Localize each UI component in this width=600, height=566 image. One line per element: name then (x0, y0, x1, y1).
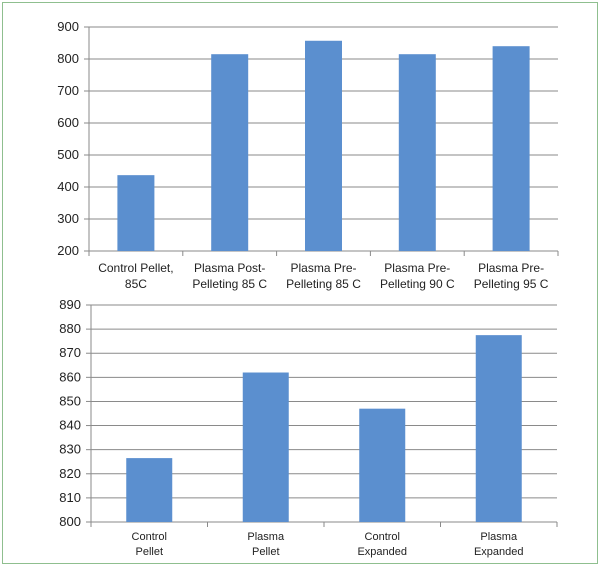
y-tick-label: 860 (59, 369, 81, 384)
y-tick-label: 820 (59, 466, 81, 481)
y-tick-label: 700 (57, 83, 79, 98)
x-tick-label: Expanded (357, 546, 407, 558)
bar (211, 54, 249, 252)
x-tick-label: 85C (125, 277, 147, 291)
chart-top: 200 300 400 500 600 700 800 900 Control Pellet, 8… (57, 19, 559, 291)
x-tick-label: Expanded (474, 546, 524, 558)
bar (492, 46, 530, 252)
x-tick-label: Plasma (247, 531, 285, 543)
bar (398, 54, 436, 252)
x-tick-label: Control (132, 531, 167, 543)
bar (305, 40, 342, 252)
y-tick-label: 830 (59, 442, 81, 457)
y-tick-label: 600 (57, 115, 79, 130)
y-tick-label: 500 (57, 147, 79, 162)
x-tick-label: Plasma Pre- (290, 261, 356, 275)
x-tick-label: Control (365, 531, 400, 543)
y-tick-label: 840 (59, 418, 81, 433)
y-tick-label: 800 (57, 51, 79, 66)
y-tick-label: 900 (57, 19, 79, 34)
bar (359, 408, 406, 522)
y-tick-label: 800 (59, 514, 81, 529)
bar (242, 372, 289, 522)
y-tick-label: 880 (59, 321, 81, 336)
x-tick-label: Pelleting 85 C (286, 277, 361, 291)
x-tick-label: Plasma Post- (194, 261, 265, 275)
x-tick-label: Pellet (135, 546, 163, 558)
x-tick-label: Plasma Pre- (478, 261, 544, 275)
y-tick-label: 810 (59, 490, 81, 505)
y-tick-label: 200 (57, 243, 79, 258)
bar (117, 175, 155, 251)
y-tick-label: 400 (57, 179, 79, 194)
x-tick-label: Pelleting 90 C (380, 277, 455, 291)
x-tick-label: Plasma Pre- (384, 261, 450, 275)
x-tick-label: Pelleting 85 C (192, 277, 267, 291)
x-tick-label: Pellet (252, 546, 280, 558)
x-tick-label: Pelleting 95 C (474, 277, 549, 291)
x-tick-label: Control Pellet, (98, 261, 173, 275)
bar (475, 335, 522, 522)
x-tick-label: Plasma (480, 531, 518, 543)
y-tick-label: 870 (59, 345, 81, 360)
y-tick-label: 890 (59, 297, 81, 312)
y-tick-label: 300 (57, 211, 79, 226)
y-tick-label: 850 (59, 393, 81, 408)
bar (126, 458, 173, 522)
